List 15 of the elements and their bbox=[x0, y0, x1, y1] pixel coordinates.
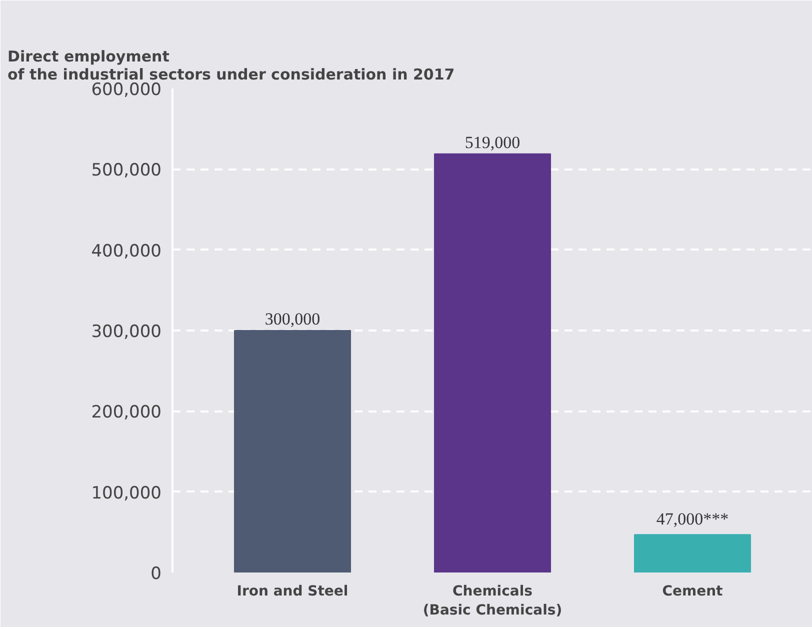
data-label: 300,000 bbox=[264, 310, 320, 328]
y-tick-label: 100,000 bbox=[91, 483, 162, 504]
bar bbox=[234, 330, 351, 572]
x-tick-label: Iron and Steel bbox=[236, 584, 348, 600]
data-label: 519,000 bbox=[464, 132, 520, 152]
bar bbox=[434, 153, 551, 572]
data-label: 47,000*** bbox=[656, 510, 729, 529]
y-tick-label: 400,000 bbox=[91, 241, 162, 262]
y-tick-label: 500,000 bbox=[91, 160, 162, 181]
x-tick-label: Cement bbox=[662, 584, 724, 600]
y-tick-label: 200,000 bbox=[91, 402, 162, 423]
x-tick-label: Chemicals (Basic Chemicals) bbox=[422, 584, 562, 619]
y-tick-label: 0 bbox=[150, 564, 162, 584]
bar bbox=[634, 534, 751, 572]
y-tick-label: 300,000 bbox=[91, 322, 162, 342]
